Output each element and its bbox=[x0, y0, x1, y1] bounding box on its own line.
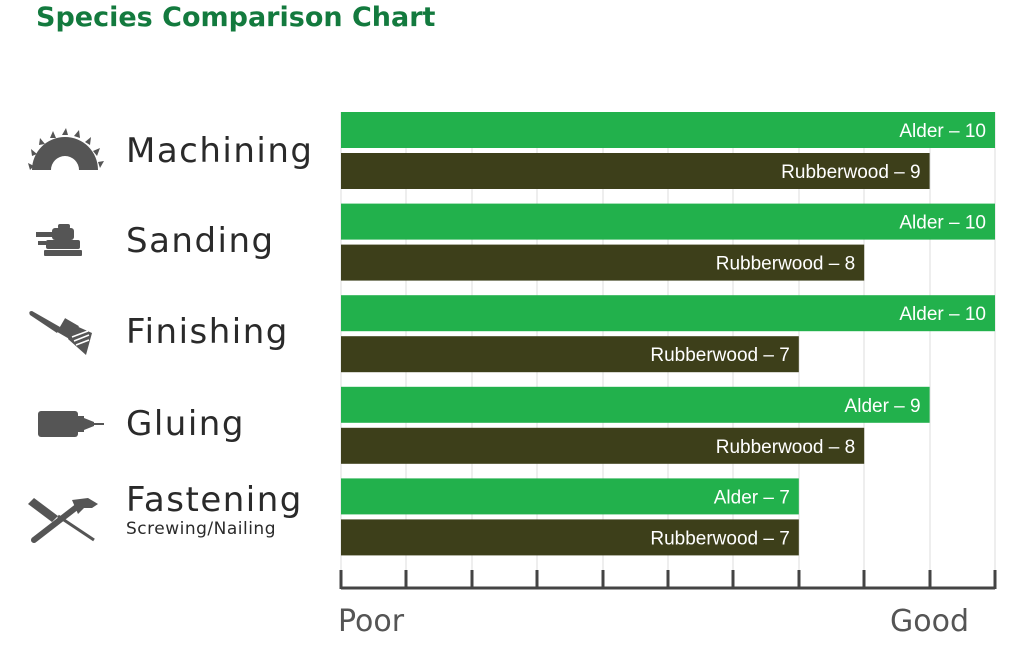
axis-label-good: Good bbox=[890, 604, 969, 639]
data-label: Alder – 10 bbox=[899, 121, 986, 142]
category-subtitle: Screwing/Nailing bbox=[126, 519, 277, 540]
orbital-sander-icon bbox=[22, 206, 108, 276]
data-label: Rubberwood – 7 bbox=[650, 528, 789, 549]
category-label: Fastening Screwing/Nailing bbox=[126, 481, 303, 539]
bar-rubberwood bbox=[341, 427, 865, 464]
bar-alder bbox=[341, 203, 995, 240]
bar-rubberwood bbox=[341, 153, 930, 189]
category-sanding: Sanding bbox=[22, 200, 322, 282]
category-finishing: Finishing bbox=[22, 291, 322, 373]
hammer-screwdriver-icon bbox=[22, 482, 108, 552]
data-label: Rubberwood – 7 bbox=[650, 345, 789, 366]
data-label: Rubberwood – 8 bbox=[716, 254, 855, 275]
bar-alder bbox=[341, 478, 799, 515]
bar-rubberwood bbox=[341, 336, 799, 373]
data-label: Rubberwood – 8 bbox=[716, 437, 855, 458]
glue-bottle-icon bbox=[22, 389, 108, 459]
bar-rubberwood bbox=[341, 244, 865, 281]
category-label: Gluing bbox=[126, 404, 245, 444]
data-label: Alder – 7 bbox=[714, 487, 790, 508]
category-label: Sanding bbox=[126, 221, 275, 261]
bar-alder bbox=[341, 112, 995, 148]
chart-title: Species Comparison Chart bbox=[36, 2, 436, 33]
paintbrush-icon bbox=[22, 297, 108, 367]
data-label: Alder – 10 bbox=[899, 304, 986, 325]
category-label: Machining bbox=[126, 131, 314, 171]
category-machining: Machining bbox=[22, 110, 322, 192]
category-gluing: Gluing bbox=[22, 383, 322, 465]
category-title: Fastening bbox=[126, 480, 303, 521]
bar-alder bbox=[341, 295, 995, 332]
saw-blade-icon bbox=[22, 116, 108, 186]
bar-alder bbox=[341, 386, 930, 423]
data-label: Rubberwood – 9 bbox=[781, 162, 920, 183]
category-label: Finishing bbox=[126, 312, 289, 352]
category-fastening: Fastening Screwing/Nailing bbox=[22, 476, 322, 558]
axis-label-poor: Poor bbox=[338, 604, 405, 639]
bar-rubberwood bbox=[341, 519, 799, 556]
data-label: Alder – 10 bbox=[899, 213, 986, 234]
data-label: Alder – 9 bbox=[845, 396, 921, 417]
